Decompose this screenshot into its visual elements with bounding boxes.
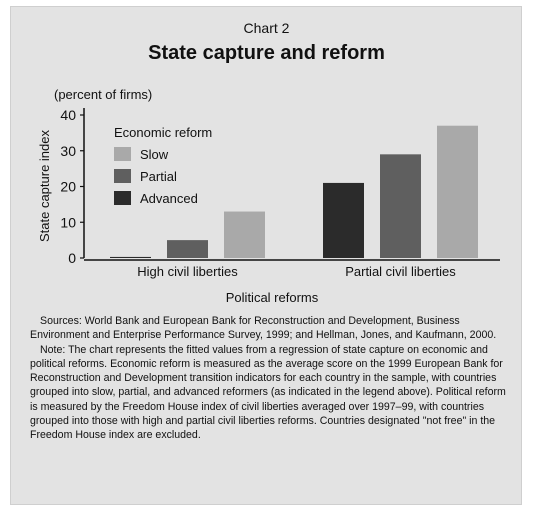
x-tick-labels: High civil liberties Partial civil libert… [137, 264, 456, 279]
x-tick-label: High civil liberties [137, 264, 238, 279]
y-axis-label: State capture index [37, 129, 52, 242]
sources-text: Sources: World Bank and European Bank fo… [30, 315, 497, 342]
y-tick-label: 20 [60, 179, 76, 195]
chart-number: Chart 2 [243, 20, 290, 36]
legend-swatch-slow [114, 147, 131, 161]
y-tick-label: 40 [60, 107, 76, 123]
bar-advanced-2 [323, 182, 364, 258]
legend: Economic reform Slow Partial Advanced [114, 125, 212, 206]
chart-panel [10, 6, 522, 505]
bar-slow-1 [224, 211, 265, 258]
legend-swatch-advanced [114, 191, 131, 205]
legend-label-slow: Slow [140, 147, 169, 162]
bar-slow-2 [437, 125, 478, 258]
bar-partial-2 [380, 154, 421, 258]
y-tick-label: 30 [60, 143, 76, 159]
legend-label-partial: Partial [140, 169, 177, 184]
y-tick-label: 10 [60, 214, 76, 230]
note-text: Note: The chart represents the fitted va… [30, 343, 506, 442]
bar-partial-1 [167, 240, 208, 258]
bar-chart: (percent of firms) State capture index 0… [37, 87, 500, 305]
y-tick-label: 0 [68, 250, 76, 266]
bar-advanced-1 [110, 256, 151, 258]
y-ticks: 0 10 20 30 40 [60, 107, 84, 266]
legend-title: Economic reform [114, 125, 212, 140]
x-tick-label: Partial civil liberties [345, 264, 456, 279]
legend-swatch-partial [114, 169, 131, 183]
y-unit-label: (percent of firms) [54, 87, 152, 102]
chart-title: State capture and reform [148, 42, 385, 64]
x-axis-label: Political reforms [226, 290, 319, 305]
chart-notes: Sources: World Bank and European Bank fo… [30, 314, 510, 443]
legend-label-advanced: Advanced [140, 191, 198, 206]
bars [110, 125, 478, 258]
